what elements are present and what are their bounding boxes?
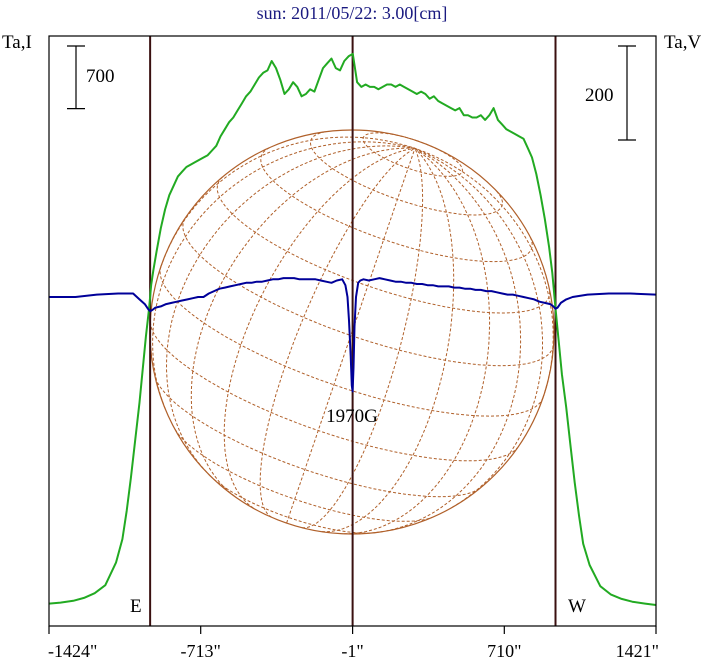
meridian-line bbox=[223, 147, 415, 509]
x-tick-label: -713" bbox=[181, 641, 221, 661]
right-scale-bar-label: 200 bbox=[585, 85, 614, 106]
meridian-line bbox=[344, 147, 491, 535]
meridian-line bbox=[165, 145, 415, 477]
parallel-line bbox=[309, 131, 504, 216]
west-limb-label: W bbox=[568, 596, 586, 617]
parallel-line bbox=[154, 377, 480, 498]
left-scale-bar-label: 700 bbox=[86, 66, 115, 87]
meridian-line bbox=[152, 141, 416, 410]
x-tick-label: -1" bbox=[341, 641, 363, 661]
x-axis-ticks: -1424" -713" -1" 710" 1421" bbox=[48, 626, 659, 661]
polarization-series-line bbox=[49, 277, 657, 393]
meridian-line bbox=[259, 147, 416, 518]
x-tick-label: 1421" bbox=[616, 641, 659, 661]
parallel-line bbox=[209, 475, 376, 534]
parallel-line bbox=[182, 218, 554, 367]
intensity-series-line bbox=[48, 52, 657, 606]
parallel-line bbox=[149, 321, 518, 462]
source-annotation-label: 1970G bbox=[326, 406, 378, 427]
meridian-line bbox=[160, 136, 416, 267]
right-axis-label: Ta,V bbox=[664, 32, 701, 53]
east-limb-label: E bbox=[130, 596, 142, 617]
limb-markers bbox=[149, 36, 557, 626]
parallel-line bbox=[216, 176, 551, 314]
x-tick-label: 710" bbox=[487, 641, 521, 661]
parallel-line bbox=[260, 147, 533, 263]
meridian-line bbox=[302, 148, 424, 529]
meridian-line bbox=[375, 147, 522, 534]
parallel-line bbox=[362, 132, 463, 177]
meridian-line bbox=[190, 147, 415, 497]
scale-bars bbox=[67, 45, 636, 141]
parallel-line bbox=[174, 429, 433, 522]
x-tick-label: -1424" bbox=[48, 641, 97, 661]
left-scale-bar bbox=[67, 45, 85, 110]
chart-title: sun: 2011/05/22: 3.00[cm] bbox=[257, 3, 448, 23]
meridian-line bbox=[414, 147, 543, 508]
left-axis-label: Ta,I bbox=[2, 32, 32, 53]
data-series bbox=[48, 52, 657, 606]
right-scale-bar bbox=[618, 45, 636, 141]
meridian-line bbox=[321, 147, 455, 533]
meridian-line bbox=[414, 147, 554, 398]
